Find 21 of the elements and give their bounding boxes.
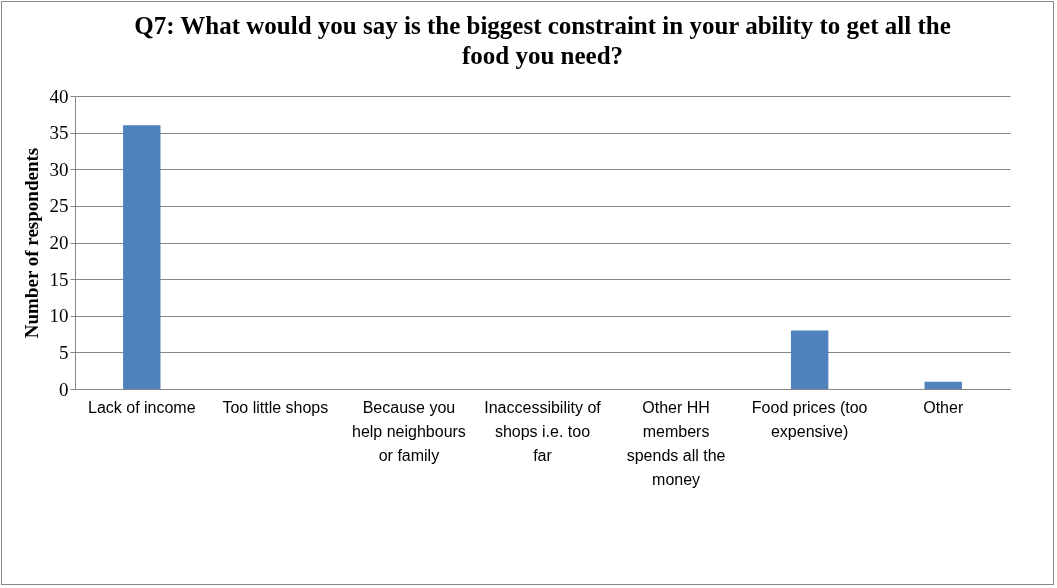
y-tick-label: 10 <box>49 305 69 327</box>
x-tick-label: Other <box>923 398 964 416</box>
y-tick-label: 15 <box>49 268 69 290</box>
x-tick-label: Inaccessibility of shops i.e. too far <box>484 398 602 464</box>
y-tick-label: 30 <box>49 158 69 180</box>
y-tick-label: 5 <box>59 341 69 363</box>
x-tick-label: Too little shops <box>222 398 329 416</box>
y-axis-title: Number of respondents <box>20 147 42 339</box>
y-tick-label: 40 <box>49 85 69 107</box>
x-tick-label: Other HH members spends all the money <box>626 398 726 488</box>
y-tick-label: 25 <box>49 195 69 217</box>
y-tick-label: 35 <box>49 122 69 144</box>
bar <box>790 330 829 389</box>
chart-title: Q7: What would you say is the biggest constraint in your ability to get all the food you need? <box>134 12 951 69</box>
x-tick-label: Because you help neighbours or family <box>351 398 466 464</box>
bar <box>123 125 161 389</box>
x-tick-label: Food prices (too expensive) <box>751 398 868 440</box>
y-tick-label: 0 <box>59 378 69 400</box>
x-tick-label: Lack of income <box>87 398 196 416</box>
bar <box>924 381 962 389</box>
y-tick-label: 20 <box>49 232 69 253</box>
